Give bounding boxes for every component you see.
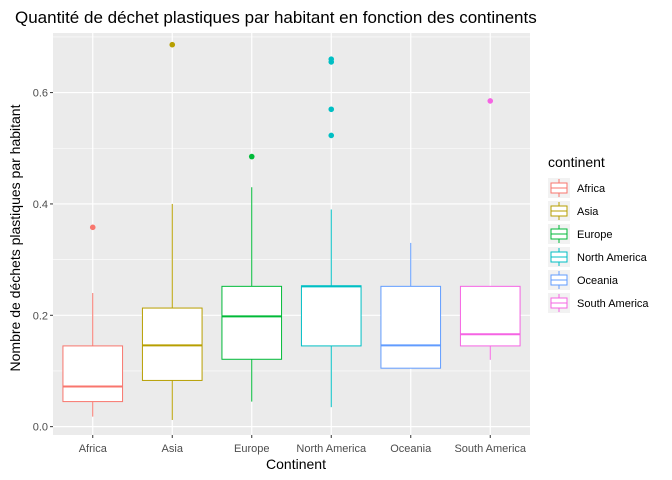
box-europe [221,153,283,402]
box-south-america [459,98,521,360]
y-tick-label: 0.0 [33,422,48,434]
outlier-point [89,224,96,231]
legend-label: South America [577,298,649,310]
x-tick-label: Africa [79,443,108,455]
legend-item: North America [548,247,648,267]
box-body [380,285,442,369]
x-axis-title: Continent [266,456,326,472]
box-north-america [300,56,362,408]
y-axis: 0.0 0.2 0.4 0.6 [33,88,53,434]
plot-panel [53,33,530,435]
legend-title: continent [548,154,605,170]
x-tick-label: Asia [162,443,184,455]
x-tick-label: South America [454,443,526,455]
box-africa [62,224,124,417]
box-asia [141,41,203,420]
x-tick-label: Europe [234,443,269,455]
legend-item: Asia [548,201,599,221]
outlier-point [248,153,255,160]
legend-item: Africa [548,178,606,198]
legend-item: Oceania [548,270,619,290]
x-axis: Africa Asia Europe North America Oceania Sout… [79,435,527,455]
x-tick-label: Oceania [390,443,432,455]
x-tick-label: North America [296,443,367,455]
y-tick-label: 0.4 [33,199,48,211]
legend-item: South America [548,293,649,313]
y-tick-label: 0.6 [33,88,48,100]
box-body [459,285,521,347]
box-body [300,285,362,347]
legend-label: Asia [577,206,599,218]
outlier-point [328,132,335,139]
box-oceania [380,242,442,369]
box-body [62,345,124,403]
box-body [221,285,283,360]
outlier-point [487,98,494,104]
legend-label: Africa [577,183,606,195]
boxes [62,41,521,420]
y-tick-label: 0.2 [33,310,48,322]
y-axis-title: Nombre de déchets plastiques par habitan… [7,104,23,371]
legend-label: Europe [577,229,612,241]
outlier-point [328,56,335,62]
legend-item: Europe [548,224,612,244]
legend-label: North America [577,252,648,264]
legend: Africa Asia Europe North America Oceania Sout… [548,178,649,313]
legend-label: Oceania [577,275,619,287]
chart-title: Quantité de déchet plastiques par habita… [15,8,537,27]
outlier-point [328,106,335,113]
box-body [141,307,203,381]
outlier-point [169,41,176,48]
